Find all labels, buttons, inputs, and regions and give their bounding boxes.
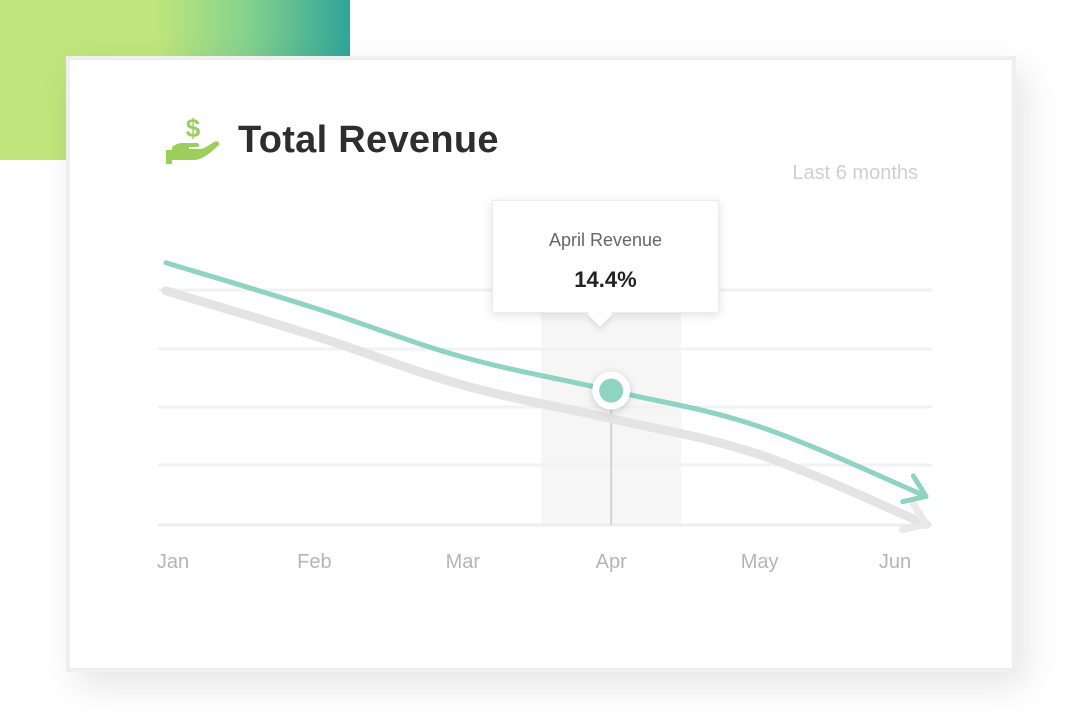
x-tick-label: Jun — [879, 551, 911, 573]
highlight-point[interactable] — [599, 378, 624, 403]
tooltip-value: 14.4% — [574, 267, 637, 292]
x-tick-label: Apr — [596, 551, 627, 573]
data-tooltip: April Revenue 14.4% — [492, 200, 719, 313]
x-tick-label: May — [741, 551, 779, 573]
x-axis-ticks: Jan Feb Mar Apr May Jun — [157, 551, 911, 573]
series-line — [163, 260, 929, 499]
money-hand-icon: $ — [166, 113, 220, 164]
series-line-shadow — [161, 286, 931, 529]
svg-text:$: $ — [186, 113, 201, 143]
series-arrowhead — [900, 473, 929, 505]
data-points — [592, 371, 631, 410]
tooltip-label: April Revenue — [548, 230, 663, 250]
series-arrowhead-shadow — [899, 500, 930, 534]
x-tick-label: Feb — [297, 551, 331, 573]
x-tick-label: Mar — [446, 551, 481, 573]
card-header: $ Total Revenue — [164, 108, 499, 172]
x-tick-label: Jan — [157, 551, 189, 573]
revenue-card: $ Total Revenue Last 6 months — [66, 56, 1016, 672]
time-range-label: Last 6 months — [792, 162, 918, 184]
card-title: Total Revenue — [238, 118, 499, 161]
